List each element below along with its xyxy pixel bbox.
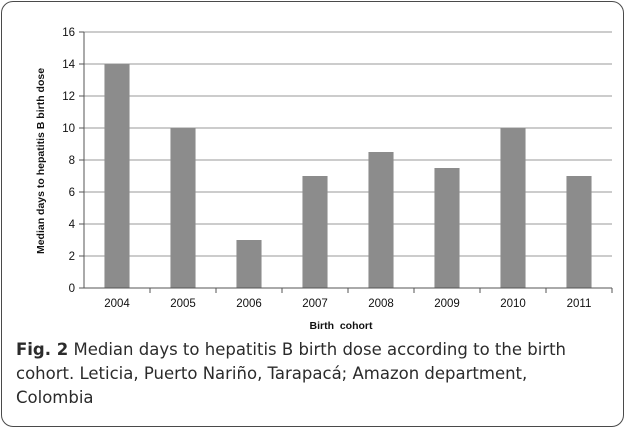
y-tick-label: 8: [69, 155, 75, 167]
gridlines: [84, 31, 612, 257]
figure-label: Fig. 2: [16, 340, 69, 359]
x-tick-label: 2004: [104, 298, 130, 310]
y-tick-label: 4: [69, 219, 76, 231]
bar-2006: [236, 240, 262, 288]
x-tick-labels: 2004 2005 2006 2007 2008 2009 2010 2011: [104, 298, 591, 310]
chart-container: 0 2 4 6 8 10 12 14 16 2004 2005 2006 2007 2008 2009 20…: [2, 2, 624, 332]
y-tick-label: 6: [69, 187, 75, 199]
bars: [104, 64, 592, 288]
bar-2004: [104, 64, 130, 288]
y-tick-label: 12: [62, 91, 75, 103]
y-tick-label: 10: [62, 123, 75, 135]
axes: [79, 31, 613, 293]
x-axis-label: Birth cohort: [310, 320, 373, 332]
x-tick-label: 2010: [500, 298, 526, 310]
y-tick-labels: 0 2 4 6 8 10 12 14 16: [62, 27, 75, 295]
caption-text: Median days to hepatitis B birth dose ac…: [16, 340, 566, 407]
y-tick-label: 14: [62, 59, 75, 71]
bar-2010: [500, 128, 526, 288]
x-tick-label: 2006: [236, 298, 262, 310]
x-tick-label: 2007: [302, 298, 328, 310]
y-axis-label: Median days to hepatitis B birth dose: [35, 68, 47, 254]
bar-2008: [368, 152, 394, 288]
bar-2005: [170, 128, 196, 288]
x-tick-label: 2008: [368, 298, 394, 310]
bar-2007: [302, 176, 328, 288]
bar-2009: [434, 168, 460, 288]
x-tick-label: 2011: [567, 298, 592, 310]
y-tick-label: 0: [69, 283, 75, 295]
x-tick-label: 2009: [434, 298, 460, 310]
bar-2011: [566, 176, 592, 288]
x-tick-label: 2005: [170, 298, 196, 310]
y-tick-label: 2: [69, 251, 75, 263]
y-tick-label: 16: [62, 27, 75, 39]
figure-caption: Fig. 2 Median days to hepatitis B birth …: [16, 338, 606, 410]
